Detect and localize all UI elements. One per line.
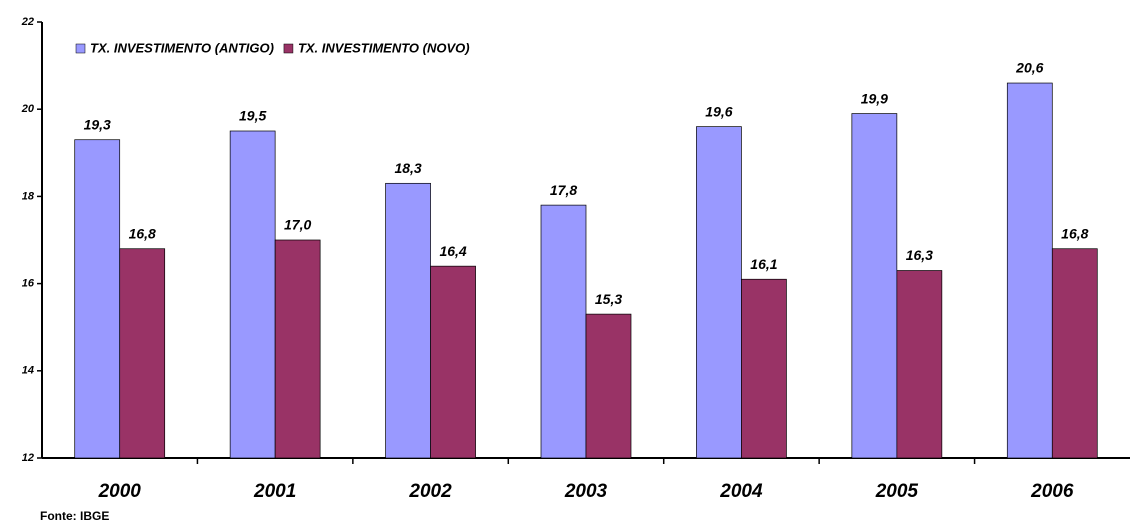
- data-label: 17,0: [284, 217, 311, 233]
- x-tick-label: 2005: [875, 481, 919, 502]
- legend-swatch: [283, 43, 294, 54]
- bar: [385, 182, 431, 459]
- y-tick-label: 18: [22, 190, 35, 202]
- bar: [585, 313, 632, 459]
- y-tick-label: 20: [21, 103, 35, 115]
- data-label: 16,8: [129, 225, 156, 241]
- data-label: 19,9: [861, 90, 888, 106]
- y-tick-label: 14: [22, 365, 34, 377]
- bar: [851, 113, 898, 459]
- bar: [1051, 248, 1098, 459]
- y-tick-label: 22: [21, 16, 34, 28]
- bar: [1006, 82, 1053, 459]
- data-label: 16,4: [439, 243, 466, 259]
- y-tick-label: 12: [22, 452, 34, 464]
- data-label: 16,8: [1061, 225, 1088, 241]
- x-tick-label: 2003: [564, 481, 608, 502]
- bar: [229, 130, 276, 459]
- source-note: Fonte: IBGE: [40, 509, 109, 523]
- data-label: 15,3: [595, 291, 622, 307]
- data-label: 19,5: [239, 108, 266, 124]
- x-tick-label: 2000: [98, 481, 142, 502]
- data-label: 20,6: [1015, 60, 1043, 76]
- bar: [74, 139, 121, 459]
- y-tick-label: 16: [22, 278, 35, 290]
- data-label: 18,3: [394, 160, 421, 176]
- data-label: 19,6: [705, 103, 732, 119]
- bar: [696, 126, 742, 459]
- data-label: 16,1: [750, 256, 777, 272]
- bar: [430, 265, 476, 459]
- bar: [119, 248, 166, 459]
- data-label: 19,3: [84, 116, 111, 132]
- data-label: 17,8: [550, 182, 577, 198]
- x-tick-label: 2006: [1030, 481, 1074, 502]
- data-label: 16,3: [906, 247, 933, 263]
- x-tick-label: 2002: [408, 481, 452, 502]
- bar: [274, 239, 321, 459]
- bar: [741, 278, 787, 459]
- bar: [540, 204, 587, 459]
- legend-swatch: [75, 43, 86, 54]
- x-tick-label: 2004: [719, 481, 763, 502]
- legend-label: TX. INVESTIMENTO (NOVO): [298, 40, 470, 55]
- legend-label: TX. INVESTIMENTO (ANTIGO): [90, 40, 274, 55]
- x-tick-label: 2001: [253, 481, 296, 502]
- bar: [896, 270, 943, 459]
